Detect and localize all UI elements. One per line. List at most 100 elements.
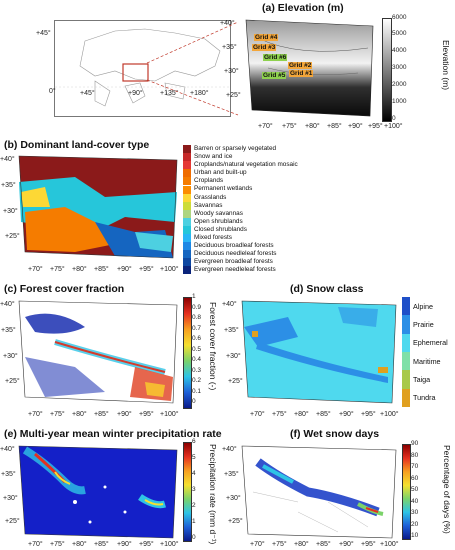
cb-tick: 80: [411, 451, 419, 459]
globe-lat-tick: +45°: [36, 30, 51, 37]
lon-tick: +70°: [28, 266, 43, 273]
globe-inset: [54, 20, 231, 117]
map-f-lat-tick: +25°: [228, 518, 243, 525]
legend-swatch: [183, 242, 191, 251]
snow-class-item: Tundra: [402, 388, 454, 407]
legend-swatch: [183, 258, 191, 267]
panel-a-title: (a) Elevation (m): [262, 2, 344, 14]
globe-outline-map: [55, 28, 230, 107]
lon-tick: +100°: [380, 411, 399, 418]
cb-tick: 0.6: [192, 335, 202, 342]
forest-colorbar-label: Forest cover fraction (-): [208, 302, 218, 391]
landcover-legend-item: Savannas: [183, 202, 298, 210]
panel-e-title: (e) Multi-year mean winter precipitation…: [4, 428, 222, 440]
map-e-lat-tick: +25°: [5, 518, 20, 525]
lon-tick: +75°: [50, 541, 65, 548]
legend-label: Evergreen needleleaf forests: [194, 266, 276, 274]
lon-tick: +80°: [72, 411, 87, 418]
globe-lon-tick: +45°: [80, 90, 95, 97]
legend-label: Grasslands: [194, 193, 227, 201]
map-a-lat-tick: +25°: [226, 92, 241, 99]
cb-tick: 3000: [392, 64, 407, 71]
legend-swatch: [183, 217, 191, 226]
snow-class-label: Ephemeral: [413, 338, 448, 348]
legend-swatch: [183, 193, 191, 202]
lon-tick: +85°: [316, 541, 331, 548]
landcover-legend-item: Urban and built-up: [183, 169, 298, 178]
cb-tick: 0.1: [192, 387, 202, 395]
cb-tick: 1: [192, 518, 196, 525]
snow-class-legend: Alpine Prairie Ephemeral Maritime Taiga Tundr…: [402, 297, 454, 407]
map-f-lat-tick: +35°: [224, 471, 239, 478]
cb-tick: 0.9: [192, 303, 202, 311]
snow-class-label: Alpine: [413, 301, 433, 311]
map-a-lat-tick: +35°: [222, 44, 237, 51]
map-f-lat-tick: +30°: [226, 495, 241, 502]
grid-label-1: Grid #1: [289, 70, 314, 77]
lon-tick: +80°: [294, 541, 309, 548]
cb-tick: 3: [192, 486, 196, 493]
landcover-map: [15, 152, 180, 262]
lon-tick: +90°: [117, 541, 132, 548]
landcover-legend-item: Open shrublands: [183, 218, 298, 226]
snow-class-item: Taiga: [402, 370, 454, 389]
grid-label-6: Grid #6: [263, 54, 288, 61]
lon-tick: +80°: [294, 411, 309, 418]
grid-label-2: Grid #2: [288, 62, 313, 69]
grid-label-4: Grid #4: [254, 34, 279, 41]
cb-tick: 6000: [392, 14, 407, 21]
lon-tick: +75°: [272, 541, 287, 548]
globe-lat-tick: 0°: [49, 88, 56, 95]
lon-tick: +95°: [361, 541, 376, 548]
map-a-lat-tick: +30°: [224, 68, 239, 75]
landcover-legend-item: Croplands/natural vegetation mosaic: [183, 161, 298, 170]
cb-tick: 0: [192, 534, 196, 541]
legend-label: Permanent wetlands: [194, 185, 253, 193]
lon-tick: +70°: [258, 123, 273, 130]
lon-tick: +75°: [282, 123, 297, 130]
precipitation-map: [15, 442, 180, 542]
grid-label-3: Grid #3: [252, 44, 277, 51]
legend-label: Mixed forests: [194, 234, 233, 242]
cb-tick: 0.7: [192, 324, 202, 332]
lon-tick: +90°: [117, 266, 132, 273]
legend-label: Evergreen broadleaf forests: [194, 258, 273, 266]
lon-tick: +90°: [339, 411, 354, 418]
lon-tick: +70°: [250, 541, 265, 548]
wet-snow-days-map: [238, 442, 398, 542]
panel-f-title: (f) Wet snow days: [290, 428, 380, 440]
lon-tick: +70°: [250, 411, 265, 418]
snow-class-item: Maritime: [402, 351, 454, 371]
landcover-legend-item: Evergreen broadleaf forests: [183, 258, 298, 267]
legend-swatch: [183, 185, 191, 194]
snow-class-swatch: [402, 388, 410, 407]
legend-swatch: [183, 153, 191, 162]
landcover-legend-item: Woody savannas: [183, 210, 298, 218]
map-e-lat-tick: +35°: [1, 471, 16, 478]
map-b-lat-tick: +35°: [1, 182, 16, 189]
lon-tick: +80°: [305, 123, 320, 130]
legend-label: Savannas: [194, 201, 223, 209]
lon-tick: +80°: [72, 266, 87, 273]
lon-tick: +85°: [94, 266, 109, 273]
snow-class-swatch: [402, 315, 410, 334]
cb-tick: 4000: [392, 47, 407, 54]
lon-tick: +100°: [160, 411, 179, 418]
map-c-lat-tick: +40°: [0, 301, 15, 308]
wet-snow-colorbar: [402, 444, 411, 540]
lon-tick: +75°: [272, 411, 287, 418]
lon-tick: +100°: [160, 266, 179, 273]
snow-class-item: Prairie: [402, 315, 454, 334]
map-d-lat-tick: +40°: [222, 301, 237, 308]
map-f-lat-tick: +40°: [222, 446, 237, 453]
precip-colorbar: [183, 442, 192, 542]
cb-tick: 40: [411, 497, 419, 505]
cb-tick: 0.2: [192, 377, 202, 384]
lon-tick: +95°: [368, 123, 383, 130]
landcover-legend-item: Deciduous needleleaf forests: [183, 250, 298, 259]
cb-tick: 2000: [392, 81, 407, 88]
cb-tick: 2: [192, 502, 196, 509]
cb-tick: 1: [192, 293, 196, 300]
map-d-lat-tick: +30°: [226, 353, 241, 360]
cb-tick: 50: [411, 486, 419, 493]
